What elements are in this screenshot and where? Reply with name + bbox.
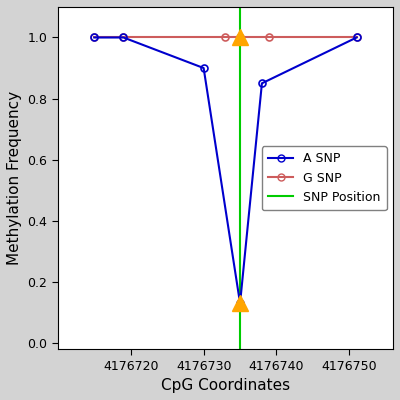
X-axis label: CpG Coordinates: CpG Coordinates	[161, 378, 290, 393]
Legend: A SNP, G SNP, SNP Position: A SNP, G SNP, SNP Position	[262, 146, 387, 210]
Y-axis label: Methylation Frequency: Methylation Frequency	[7, 91, 22, 265]
